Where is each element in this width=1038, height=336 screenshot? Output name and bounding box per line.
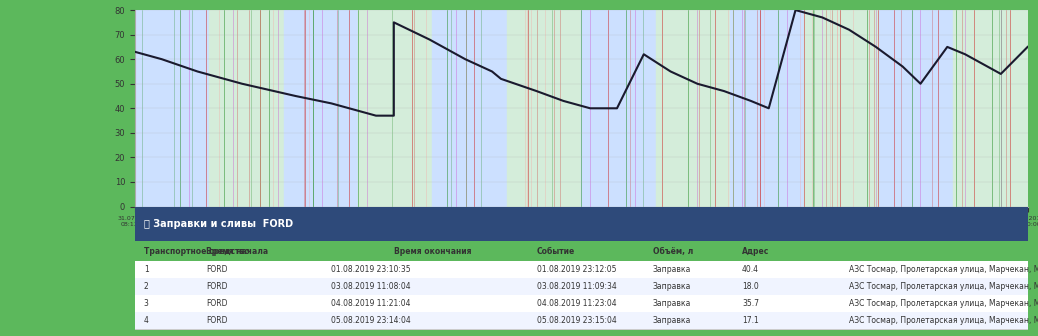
Text: Заправка: Заправка: [653, 299, 691, 308]
Bar: [953, 10, 1028, 207]
Text: 1: 1: [144, 265, 148, 274]
Text: Объём, л: Объём, л: [653, 247, 693, 256]
FancyBboxPatch shape: [135, 207, 1028, 241]
FancyBboxPatch shape: [135, 312, 1028, 329]
Text: АЗС Тосмар, Пролетарская улица, Марчекан, Ма...: АЗС Тосмар, Пролетарская улица, Марчекан…: [849, 316, 1038, 325]
Text: 03.08.2019 11:09:34: 03.08.2019 11:09:34: [537, 282, 617, 291]
Text: 40.4: 40.4: [742, 265, 759, 274]
Bar: [804, 10, 879, 207]
Bar: [210, 10, 283, 207]
Text: Событие: Событие: [537, 247, 575, 256]
Text: FORD: FORD: [207, 299, 228, 308]
Bar: [135, 10, 210, 207]
Text: 🔒 Заправки и сливы  FORD: 🔒 Заправки и сливы FORD: [144, 219, 293, 229]
Text: 2: 2: [144, 282, 148, 291]
Text: Заправка: Заправка: [653, 265, 691, 274]
FancyBboxPatch shape: [135, 295, 1028, 312]
Text: 01.08.2019 23:10:35: 01.08.2019 23:10:35: [331, 265, 411, 274]
Text: 35.7: 35.7: [742, 299, 759, 308]
Text: Время начала: Время начала: [207, 247, 269, 256]
Text: 4: 4: [144, 316, 148, 325]
Text: 04.08.2019 11:23:04: 04.08.2019 11:23:04: [537, 299, 617, 308]
Text: FORD: FORD: [207, 282, 228, 291]
Bar: [581, 10, 656, 207]
Text: Заправка: Заправка: [653, 316, 691, 325]
Text: 18.0: 18.0: [742, 282, 759, 291]
Bar: [358, 10, 433, 207]
Bar: [656, 10, 730, 207]
Bar: [879, 10, 953, 207]
Text: FORD: FORD: [207, 316, 228, 325]
Bar: [283, 10, 358, 207]
FancyBboxPatch shape: [135, 329, 1028, 330]
Text: 01.08.2019 23:12:05: 01.08.2019 23:12:05: [537, 265, 617, 274]
Text: 04.08.2019 11:21:04: 04.08.2019 11:21:04: [331, 299, 411, 308]
Bar: [730, 10, 804, 207]
FancyBboxPatch shape: [135, 260, 1028, 278]
Text: 05.08.2019 23:14:04: 05.08.2019 23:14:04: [331, 316, 411, 325]
Text: 03.08.2019 11:08:04: 03.08.2019 11:08:04: [331, 282, 411, 291]
Legend: двигатель вкл., сбой датчика топлива, зажиган. вкл., зажиган. выкл., сглаженный : двигатель вкл., сбой датчика топлива, за…: [138, 268, 591, 278]
FancyBboxPatch shape: [135, 295, 1028, 296]
Text: 17.1: 17.1: [742, 316, 759, 325]
Bar: [507, 10, 581, 207]
Text: Транспортное средство: Транспортное средство: [144, 247, 249, 256]
Text: Заправка: Заправка: [653, 282, 691, 291]
FancyBboxPatch shape: [135, 312, 1028, 313]
Bar: [433, 10, 507, 207]
Text: АЗС Тосмар, Пролетарская улица, Марчекан, Ма...: АЗС Тосмар, Пролетарская улица, Марчекан…: [849, 299, 1038, 308]
Text: АЗС Тосмар, Пролетарская улица, Марчекан, Ма...: АЗС Тосмар, Пролетарская улица, Марчекан…: [849, 265, 1038, 274]
FancyBboxPatch shape: [135, 278, 1028, 295]
Text: АЗС Тосмар, Пролетарская улица, Марчекан, Ма...: АЗС Тосмар, Пролетарская улица, Марчекан…: [849, 282, 1038, 291]
Text: 3: 3: [144, 299, 148, 308]
Text: Адрес: Адрес: [742, 247, 769, 256]
Text: 05.08.2019 23:15:04: 05.08.2019 23:15:04: [537, 316, 617, 325]
Text: Время окончания: Время окончания: [393, 247, 471, 256]
Text: FORD: FORD: [207, 265, 228, 274]
